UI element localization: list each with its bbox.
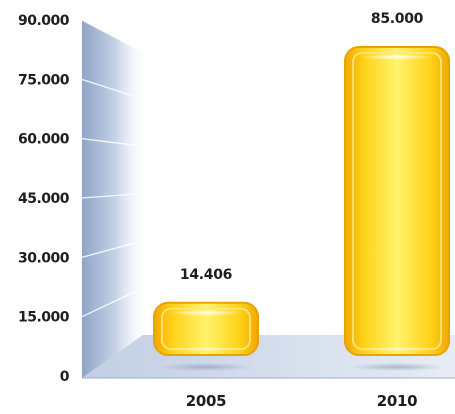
- gridline: [81, 78, 144, 100]
- gridline: [81, 287, 144, 318]
- bar-2005: [153, 301, 259, 357]
- y-axis-tick-labels: 0 15.000 30.000 45.000 60.000 75.000 90.000: [18, 13, 70, 385]
- y-tick-label: 30.000: [18, 250, 70, 266]
- x-category-label: 2005: [186, 392, 227, 410]
- bars: [153, 46, 450, 371]
- y-tick-label: 15.000: [18, 310, 70, 326]
- chart-back-wall: [82, 20, 143, 378]
- bar-highlight: [170, 309, 242, 316]
- gridline: [81, 240, 144, 258]
- bar-2010: [344, 46, 450, 356]
- y-tick-label: 60.000: [18, 132, 70, 148]
- x-category-label: 2010: [377, 392, 418, 410]
- bar-shadow: [158, 363, 254, 371]
- bar-value-label: 85.000: [371, 11, 424, 27]
- gridline: [81, 19, 144, 53]
- bar-bottom-highlight: [170, 346, 242, 352]
- y-tick-label: 45.000: [18, 191, 70, 207]
- bar-bottom-highlight: [361, 346, 433, 352]
- value-labels: 14.406 85.000: [180, 11, 424, 283]
- gridline: [81, 138, 144, 147]
- y-tick-label: 90.000: [18, 13, 70, 29]
- y-tick-label: 0: [60, 369, 70, 385]
- bar-value-label: 14.406: [180, 267, 232, 283]
- bar-highlight: [361, 54, 433, 60]
- category-labels: 2005 2010: [186, 392, 418, 410]
- gridline: [81, 192, 144, 199]
- gridlines: [81, 19, 144, 318]
- y-tick-label: 75.000: [18, 72, 70, 88]
- bar-shadow: [349, 363, 445, 371]
